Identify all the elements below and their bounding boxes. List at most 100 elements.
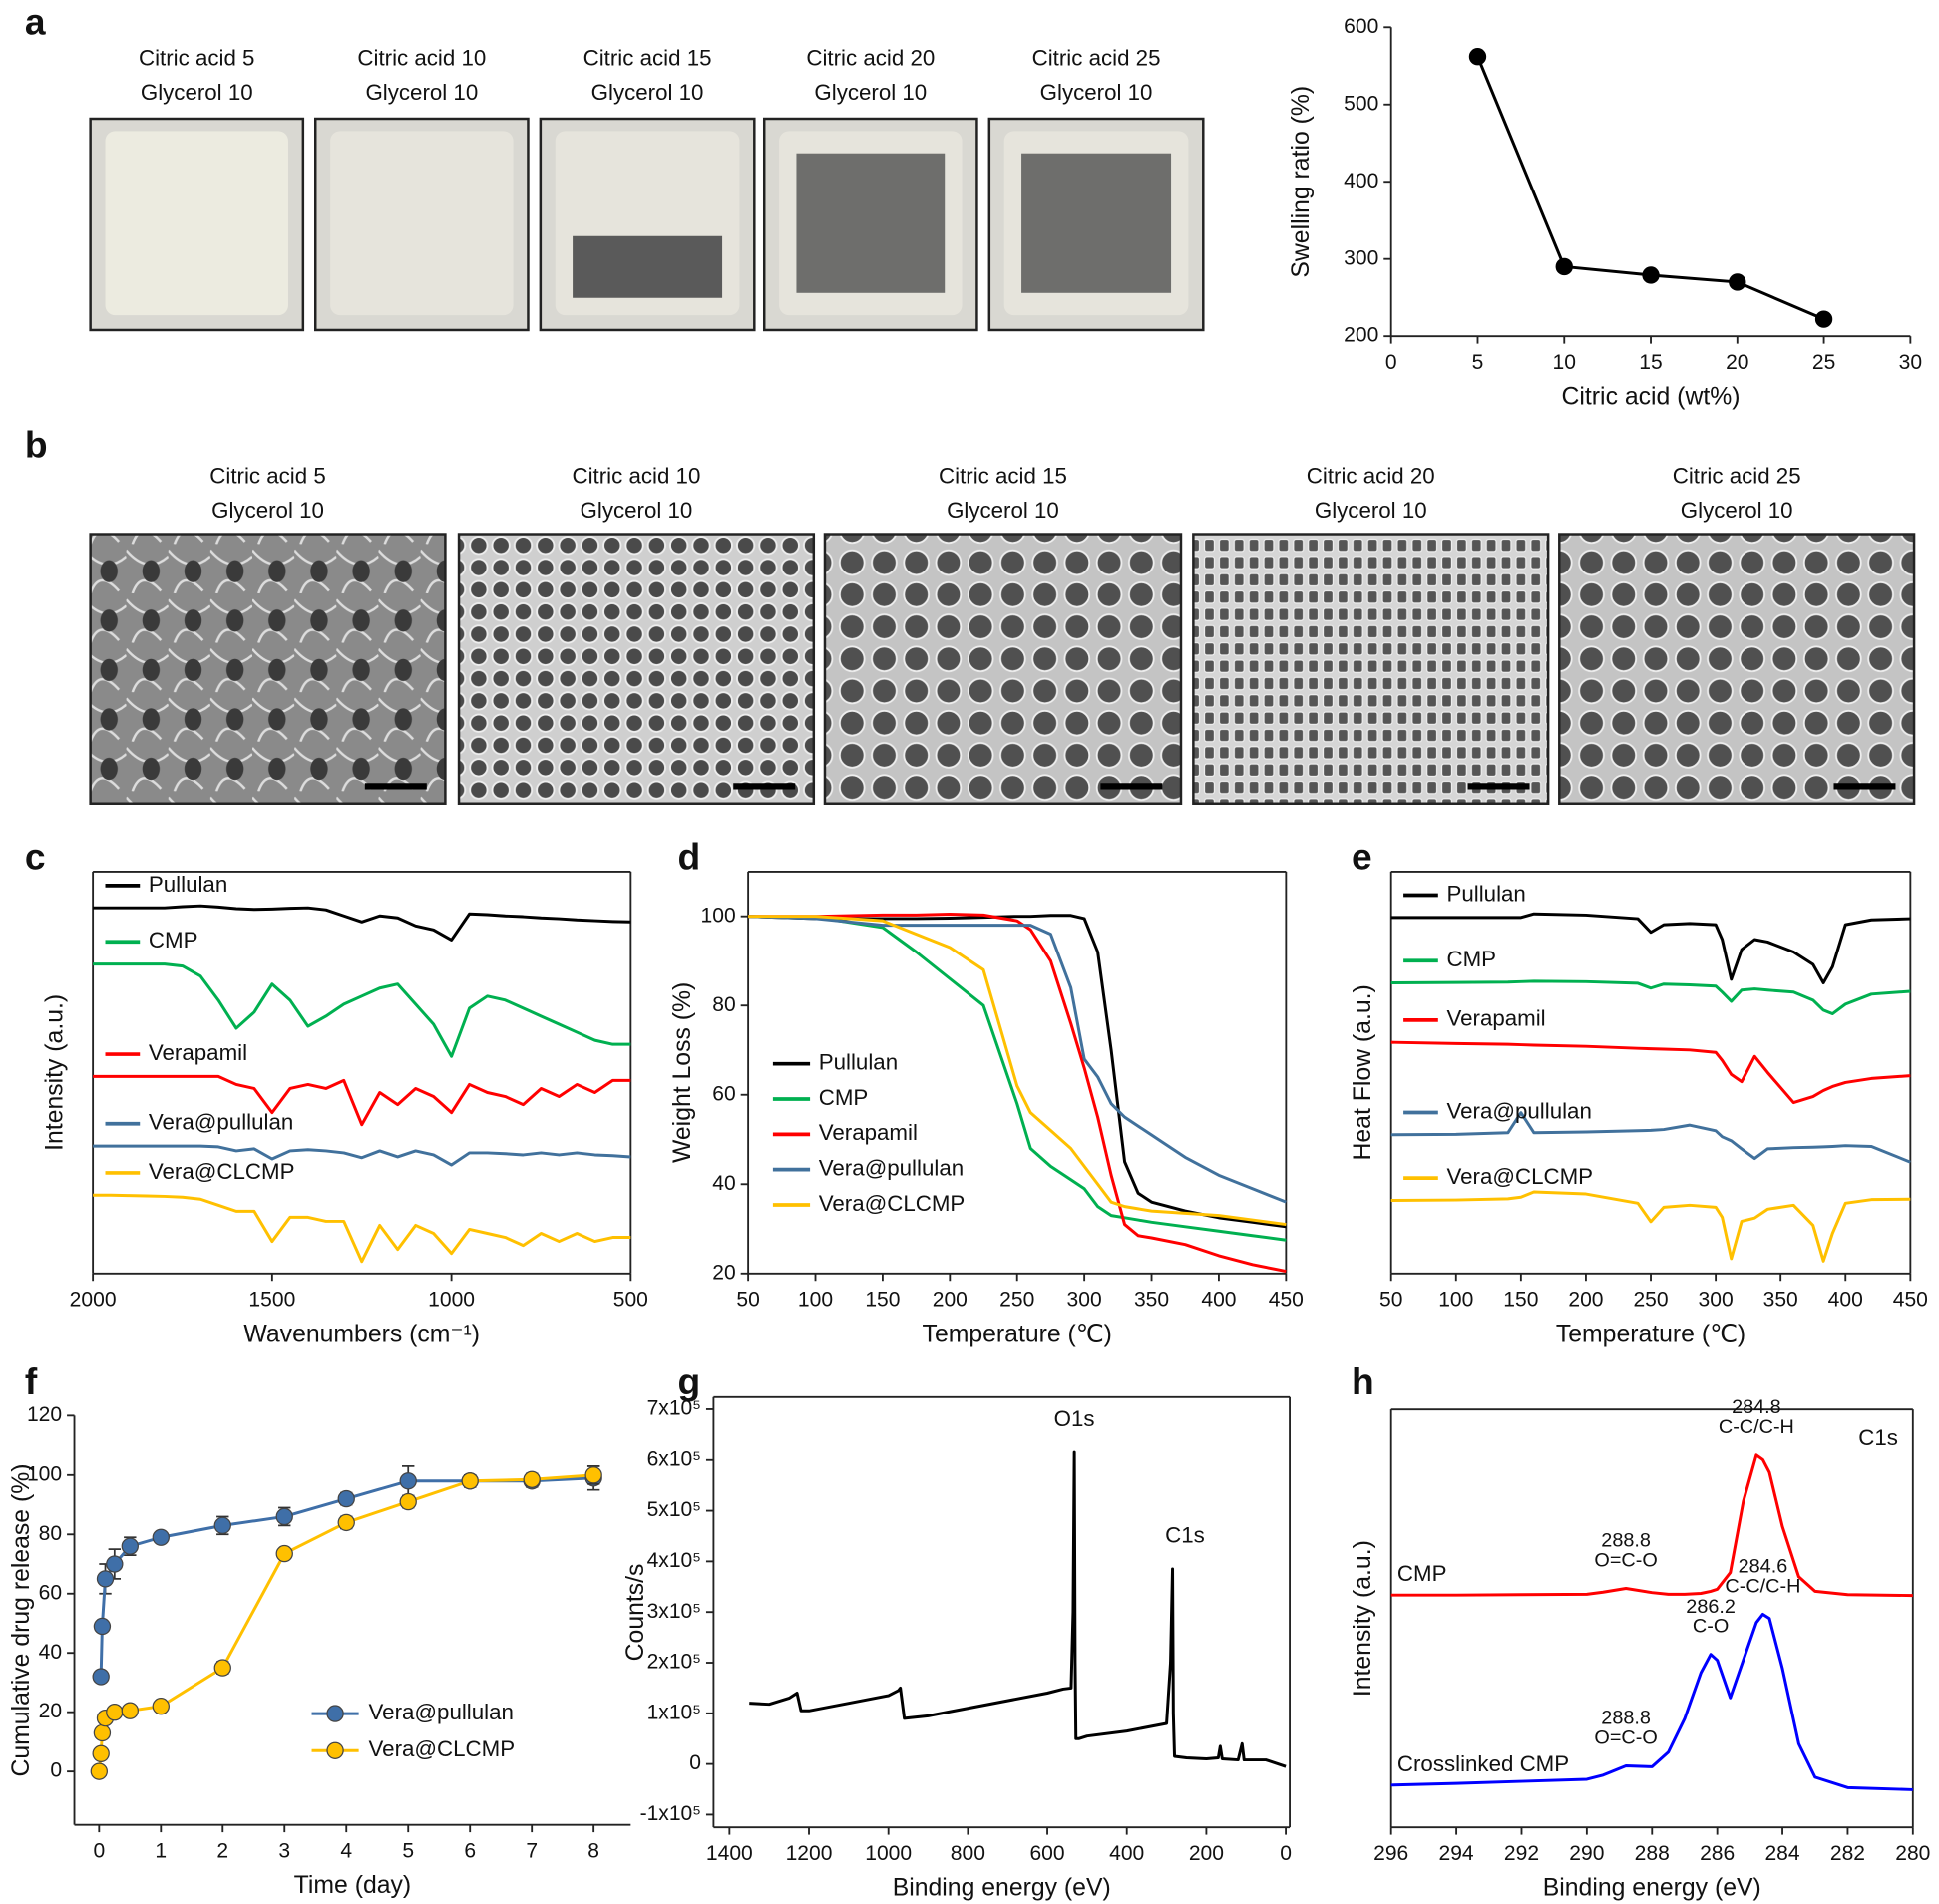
series-line — [1390, 1040, 1911, 1105]
sem-image — [1558, 533, 1916, 805]
x-tick-label: 7 — [526, 1839, 538, 1862]
data-point — [152, 1698, 170, 1715]
data-point — [121, 1702, 139, 1719]
y-tick-label: 40 — [712, 1172, 735, 1195]
legend-label: Crosslinked CMP — [1397, 1751, 1569, 1776]
data-point — [152, 1528, 170, 1546]
x-tick-label: 800 — [951, 1842, 985, 1865]
x-tick-label: 350 — [1134, 1289, 1169, 1312]
series-line — [1390, 912, 1911, 985]
image-caption: Glycerol 10 — [1315, 498, 1427, 523]
x-tick-label: 600 — [1029, 1842, 1064, 1865]
x-tick-label: 200 — [1189, 1842, 1224, 1865]
x-tick-label: 2000 — [70, 1289, 117, 1312]
x-tick-label: 300 — [1067, 1289, 1102, 1312]
series-line — [748, 915, 1287, 1204]
legend-marker — [326, 1741, 344, 1759]
legend-label: Verapamil — [149, 1040, 247, 1065]
legend-label: Verapamil — [1446, 1006, 1545, 1031]
series-line — [93, 904, 631, 942]
x-tick-label: 400 — [1109, 1842, 1144, 1865]
y-tick-label: 2x10⁵ — [647, 1651, 701, 1674]
x-tick-label: 25 — [1812, 351, 1835, 374]
x-tick-label: 5 — [402, 1839, 414, 1862]
panel-letter: g — [677, 1360, 700, 1402]
data-point — [92, 1668, 110, 1686]
data-point — [399, 1492, 417, 1511]
legend-label: Vera@pullulan — [369, 1700, 514, 1724]
y-tick-label: 500 — [1344, 92, 1378, 115]
sem-image — [823, 533, 1183, 805]
image-caption: Glycerol 10 — [1040, 80, 1153, 105]
x-tick-label: 1500 — [248, 1289, 295, 1312]
x-tick-label: 150 — [1503, 1289, 1538, 1312]
y-tick-label: 0 — [689, 1751, 701, 1774]
photo-dark-area — [573, 235, 723, 298]
x-tick-label: 50 — [736, 1289, 759, 1312]
y-tick-label: 60 — [39, 1581, 62, 1604]
legend-label: Pullulan — [1446, 881, 1525, 906]
x-axis-label: Temperature (℃) — [1556, 1321, 1745, 1347]
x-tick-label: 6 — [464, 1839, 476, 1862]
x-tick-label: 20 — [1726, 351, 1748, 374]
x-axis-label: Wavenumbers (cm⁻¹) — [243, 1321, 480, 1347]
x-tick-label: 290 — [1569, 1842, 1604, 1865]
y-tick-label: 3x10⁵ — [647, 1600, 701, 1623]
x-tick-label: 300 — [1699, 1289, 1734, 1312]
image-caption: Glycerol 10 — [365, 80, 478, 105]
y-tick-label: 200 — [1344, 324, 1378, 347]
data-point — [121, 1537, 139, 1555]
peak-position: 288.8 — [1601, 1708, 1651, 1729]
x-axis-label: Citric acid (wt%) — [1562, 384, 1741, 411]
x-tick-label: 296 — [1373, 1842, 1408, 1865]
photo-gel — [330, 131, 514, 316]
data-point — [90, 1762, 108, 1780]
data-point — [337, 1513, 355, 1532]
data-point — [106, 1704, 124, 1721]
y-axis-label: Cumulative drug release (%) — [8, 1463, 35, 1776]
data-point — [92, 1744, 110, 1762]
data-point — [275, 1544, 293, 1563]
series-line — [748, 912, 1287, 1274]
panel-letter: a — [25, 1, 46, 43]
y-tick-label: 60 — [712, 1082, 735, 1105]
data-point — [96, 1570, 115, 1588]
legend-marker — [326, 1705, 344, 1722]
legend-label: Pullulan — [149, 872, 227, 897]
x-tick-label: 4 — [340, 1839, 352, 1862]
peak-label: C1s — [1165, 1523, 1205, 1548]
y-tick-label: 80 — [39, 1522, 62, 1545]
sem-image — [89, 533, 447, 805]
peak-position: 288.8 — [1601, 1530, 1651, 1552]
image-caption: Citric acid 5 — [139, 45, 254, 70]
x-tick-label: 10 — [1553, 351, 1576, 374]
data-point — [523, 1470, 541, 1488]
x-tick-label: 1000 — [428, 1289, 475, 1312]
x-tick-label: 8 — [587, 1839, 599, 1862]
image-caption: Glycerol 10 — [211, 498, 324, 523]
x-axis-label: Binding energy (eV) — [1543, 1875, 1761, 1902]
x-tick-label: 50 — [1379, 1289, 1402, 1312]
x-tick-label: 150 — [865, 1289, 900, 1312]
series-line — [1390, 979, 1911, 1016]
series-line — [93, 962, 631, 1058]
image-caption: Citric acid 10 — [357, 45, 486, 70]
legend-label: Vera@CLCMP — [1446, 1164, 1593, 1189]
y-tick-label: 100 — [27, 1462, 62, 1485]
data-point — [93, 1617, 112, 1636]
x-axis-label: Time (day) — [294, 1872, 412, 1899]
data-point — [93, 1723, 112, 1742]
peak-label: O=C-O — [1594, 1549, 1657, 1571]
peak-position: 286.2 — [1686, 1596, 1736, 1618]
image-caption: Citric acid 5 — [209, 463, 325, 488]
y-tick-label: 300 — [1344, 246, 1378, 269]
panel-letter: f — [25, 1360, 38, 1402]
peak-label: O=C-O — [1594, 1727, 1657, 1749]
annotation: C1s — [1858, 1425, 1898, 1450]
y-tick-label: -1x10⁵ — [640, 1802, 701, 1825]
data-point — [584, 1466, 602, 1484]
x-tick-label: 292 — [1504, 1842, 1539, 1865]
y-tick-label: 0 — [50, 1759, 62, 1782]
series-line — [93, 1074, 631, 1127]
